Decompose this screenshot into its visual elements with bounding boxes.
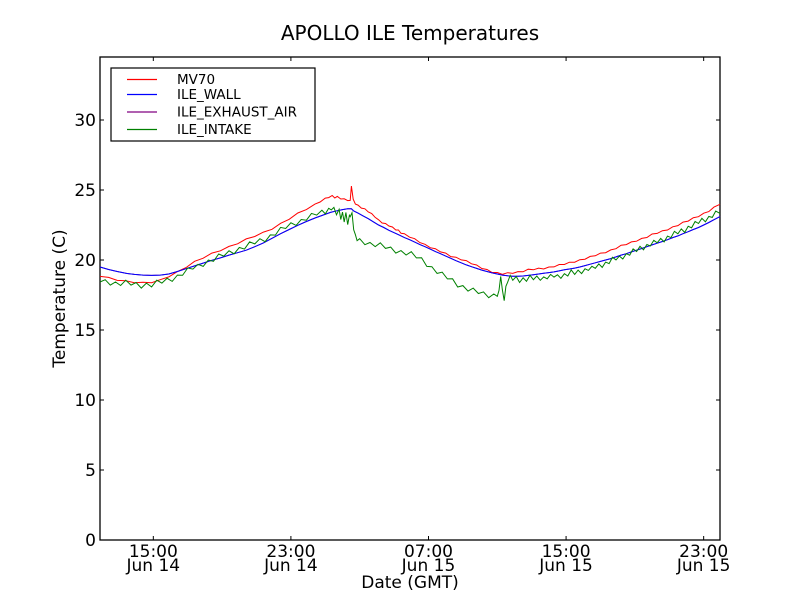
x-tick-label-date: Jun 14 bbox=[126, 556, 181, 576]
x-tick-label-date: Jun 15 bbox=[538, 556, 593, 576]
series-line-mv70 bbox=[99, 186, 721, 284]
series-line-ile_wall bbox=[99, 208, 721, 277]
x-tick-label-date: Jun 15 bbox=[676, 556, 731, 576]
x-tick-label-date: Jun 15 bbox=[401, 556, 456, 576]
y-tick-label: 20 bbox=[74, 251, 96, 271]
legend-entry-label-ile_exhaust_air: ILE_EXHAUST_AIR bbox=[177, 105, 297, 121]
x-tick-label-time: 15:00 bbox=[129, 542, 178, 562]
plot-frame bbox=[99, 56, 721, 541]
y-axis-label: Temperature (C) bbox=[50, 229, 70, 368]
x-tick-label-time: 23:00 bbox=[266, 542, 315, 562]
chart-title: APOLLO ILE Temperatures bbox=[281, 21, 539, 45]
y-tick-label: 0 bbox=[85, 531, 96, 551]
y-tick-label: 5 bbox=[85, 461, 96, 481]
legend-entry-label-mv70: MV70 bbox=[177, 72, 215, 88]
series-line-ile_intake bbox=[99, 206, 721, 301]
y-tick-label: 15 bbox=[74, 321, 96, 341]
x-tick-label-time: 15:00 bbox=[542, 542, 591, 562]
x-tick-label-time: 07:00 bbox=[404, 542, 453, 562]
legend-box bbox=[110, 67, 316, 142]
x-tick-label-time: 23:00 bbox=[679, 542, 728, 562]
legend-entry-label-ile_intake: ILE_INTAKE bbox=[177, 122, 252, 138]
y-tick-label: 10 bbox=[74, 391, 96, 411]
y-tick-label: 25 bbox=[74, 181, 96, 201]
y-tick-label: 30 bbox=[74, 111, 96, 131]
legend-entry-label-ile_wall: ILE_WALL bbox=[177, 87, 241, 103]
series-lines bbox=[99, 186, 721, 301]
x-axis-label: Date (GMT) bbox=[361, 573, 459, 593]
x-tick-label-date: Jun 14 bbox=[263, 556, 318, 576]
